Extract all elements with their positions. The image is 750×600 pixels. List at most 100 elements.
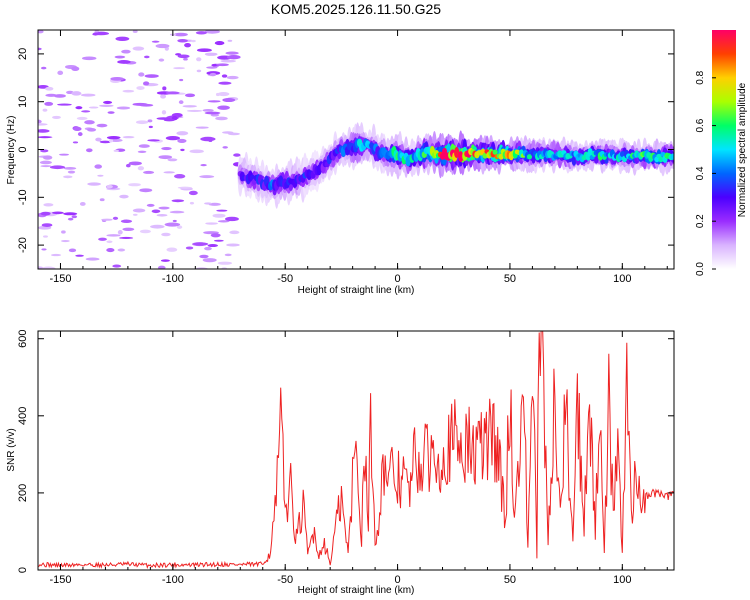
noise-blob — [119, 236, 134, 239]
noise-blob — [158, 58, 165, 62]
noise-blob — [138, 144, 150, 148]
noise-blob — [106, 234, 121, 237]
noise-blob — [87, 182, 101, 186]
noise-blob — [205, 222, 218, 225]
noise-blob — [146, 203, 155, 207]
noise-blob — [38, 47, 42, 51]
noise-blob — [44, 101, 54, 106]
noise-blob — [42, 155, 53, 160]
spectrogram-xtick-label: -50 — [277, 273, 293, 285]
noise-blob — [222, 146, 228, 149]
noise-blob — [139, 103, 154, 107]
noise-blob — [96, 123, 108, 128]
noise-blob — [79, 201, 86, 206]
noise-blob — [63, 175, 73, 179]
noise-blob — [81, 110, 91, 113]
noise-blob — [41, 248, 47, 251]
noise-blob — [177, 186, 193, 189]
noise-blob — [136, 86, 145, 90]
noise-blob — [220, 59, 237, 63]
noise-blob — [110, 77, 124, 81]
noise-blob — [200, 164, 207, 167]
noise-blob — [63, 167, 77, 170]
spectrogram-ytick-label: 0 — [17, 146, 29, 152]
noise-blob — [41, 223, 53, 227]
noise-blob — [52, 115, 61, 119]
noise-blob — [176, 225, 183, 229]
noise-blob — [217, 105, 230, 110]
noise-blob — [215, 116, 228, 121]
colorbar-label: Normalized spectral amplitude — [737, 82, 748, 217]
noise-blob — [139, 188, 153, 193]
noise-blob — [61, 230, 66, 234]
noise-blob — [87, 127, 97, 132]
snr-ytick-label: 0 — [17, 567, 29, 573]
snr-xtick-label: -50 — [277, 574, 293, 586]
noise-blob — [106, 247, 115, 253]
noise-blob — [38, 119, 42, 124]
noise-blob — [49, 165, 66, 170]
noise-blob — [76, 116, 88, 120]
noise-blob — [121, 49, 131, 54]
noise-blob — [227, 39, 233, 42]
noise-blob — [224, 253, 232, 257]
noise-blob — [202, 258, 217, 263]
noise-blob — [204, 202, 212, 205]
noise-blob — [117, 248, 126, 252]
noise-blob — [80, 93, 96, 97]
noise-blob — [216, 63, 229, 67]
noise-blob — [94, 30, 100, 33]
noise-blob — [222, 131, 234, 134]
noise-blob — [204, 111, 221, 115]
noise-blob — [75, 106, 83, 110]
spectrogram-ytick-label: -20 — [17, 237, 29, 253]
noise-blob — [115, 36, 130, 41]
noise-blob — [63, 212, 78, 216]
noise-blob — [122, 89, 135, 93]
noise-blob — [188, 190, 198, 196]
noise-blob — [196, 57, 202, 62]
noise-blob — [184, 42, 191, 48]
snr-xlabel: Height of straight line (km) — [298, 585, 415, 596]
spectrogram-xtick-label: 50 — [504, 273, 516, 285]
noise-blob — [199, 175, 215, 179]
ridge-blob — [619, 151, 626, 158]
noise-blob — [71, 91, 82, 96]
noise-blob — [215, 92, 220, 97]
colorbar-tick-label: 0.0 — [695, 262, 706, 276]
noise-blob — [39, 160, 52, 165]
noise-blob — [156, 213, 168, 217]
noise-blob — [99, 198, 105, 202]
noise-blob — [73, 126, 82, 131]
noise-blob — [163, 171, 175, 174]
noise-blob — [42, 108, 48, 112]
noise-blob — [176, 131, 189, 136]
noise-blob — [137, 150, 147, 153]
noise-blob — [195, 126, 209, 129]
noise-blob — [155, 43, 170, 49]
ridge-blob — [526, 154, 533, 160]
noise-blob — [117, 230, 123, 235]
noise-blob — [103, 100, 113, 105]
snr-ytick-label: 600 — [17, 330, 29, 348]
noise-blob — [143, 170, 155, 174]
noise-blob — [161, 146, 172, 151]
noise-blob — [217, 261, 233, 265]
noise-blob — [150, 224, 165, 229]
noise-blob — [108, 139, 114, 143]
noise-blob — [163, 118, 175, 122]
noise-blob — [40, 165, 52, 168]
noise-blob — [204, 30, 220, 34]
noise-blob — [72, 141, 79, 144]
noise-blob — [217, 220, 230, 223]
spectrogram-xlabel: Height of straight line (km) — [298, 285, 415, 296]
noise-blob — [214, 41, 225, 46]
noise-blob — [52, 211, 64, 215]
noise-blob — [67, 170, 76, 174]
snr-xtick-label: -100 — [162, 574, 184, 586]
noise-blob — [151, 209, 161, 214]
noise-blob — [38, 129, 50, 133]
noise-blob — [75, 254, 84, 257]
noise-blob — [185, 246, 194, 250]
noise-blob — [178, 100, 184, 105]
